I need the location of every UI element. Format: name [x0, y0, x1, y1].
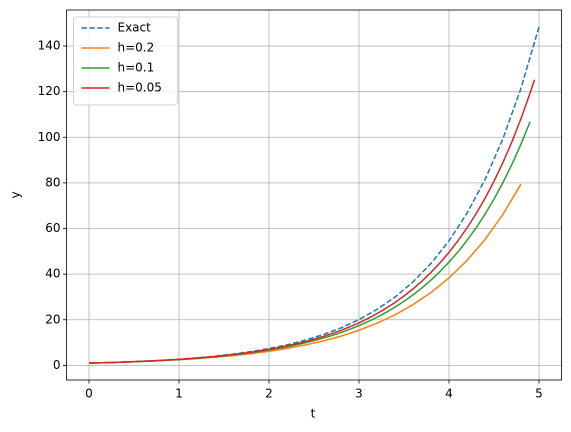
y-tick-label: 100 [38, 130, 61, 144]
legend-label: h=0.1 [118, 61, 155, 75]
x-tick-label: 1 [175, 387, 183, 401]
y-tick-label: 120 [38, 84, 61, 98]
x-tick-label: 3 [355, 387, 363, 401]
x-tick-label: 0 [85, 387, 93, 401]
legend-box [73, 16, 178, 106]
legend-label: Exact [118, 21, 152, 35]
line-series [88, 79, 536, 364]
axes-frame [66, 9, 562, 381]
legend: Exact h=0.2 h=0.1 h=0.05 [73, 16, 178, 106]
x-axis-label: t [311, 407, 316, 421]
y-tick-label: 0 [53, 358, 61, 372]
legend-label: h=0.2 [118, 41, 155, 55]
x-tick-label: 4 [445, 387, 453, 401]
x-tick-label: 5 [535, 387, 543, 401]
y-axis-label: y [9, 191, 23, 198]
y-tick-label: 60 [45, 221, 60, 235]
y-tick-label: 20 [45, 312, 60, 326]
x-tick-label: 2 [265, 387, 273, 401]
y-tick-label: 140 [38, 39, 61, 53]
legend-label: h=0.05 [118, 81, 162, 95]
y-tick-label: 80 [45, 175, 60, 189]
y-tick-label: 40 [45, 267, 60, 281]
